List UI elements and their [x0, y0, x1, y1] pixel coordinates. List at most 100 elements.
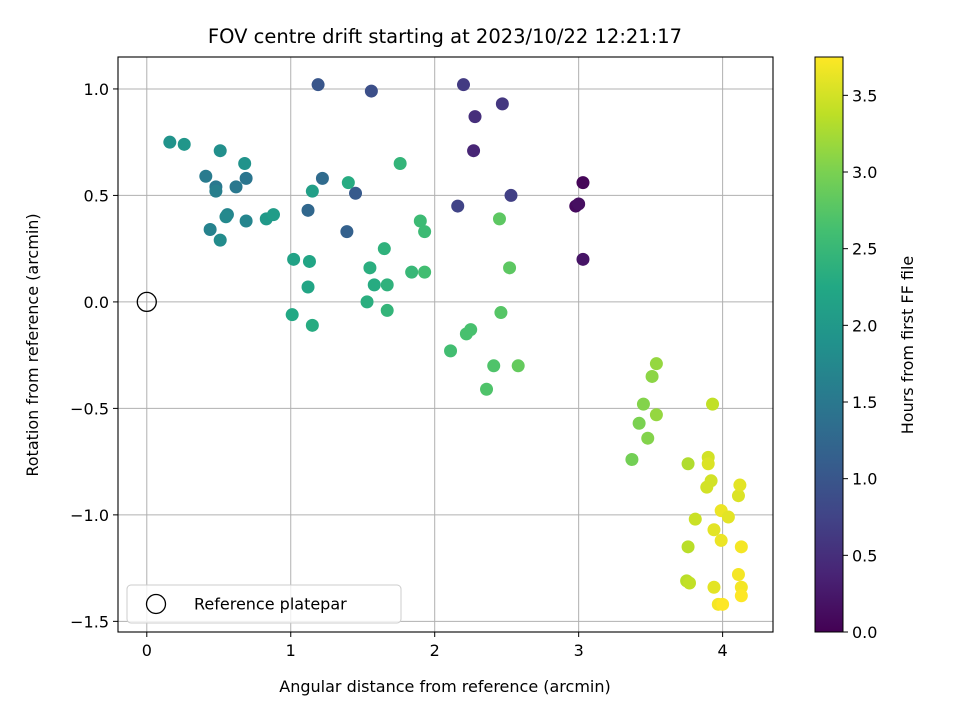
y-tick-label: 0.5 [84, 186, 109, 205]
colorbar-ticks: 0.0 0.5 1.0 1.5 2.0 2.5 3.0 3.5 [843, 86, 877, 642]
data-point [464, 323, 478, 337]
data-point [199, 169, 213, 183]
data-point [239, 171, 253, 185]
data-point [707, 580, 721, 594]
colorbar-tick-label: 0.5 [852, 546, 877, 565]
data-point [681, 457, 695, 471]
data-point [701, 457, 715, 471]
data-point [625, 453, 639, 466]
data-point [456, 78, 470, 92]
grid-lines [118, 57, 773, 632]
data-point [503, 261, 517, 275]
legend-label-reference: Reference platepar [194, 595, 347, 614]
x-tick-label: 4 [718, 641, 728, 660]
data-point [163, 135, 177, 149]
data-point [380, 278, 394, 292]
plot-frame [117, 56, 774, 633]
data-point [576, 176, 590, 190]
colorbar-tick-label: 3.5 [852, 86, 877, 105]
data-point [393, 156, 407, 170]
legend-marker-reference [145, 593, 167, 615]
data-point [315, 171, 329, 185]
data-point [238, 156, 252, 170]
colorbar-tick-label: 2.0 [852, 316, 877, 335]
data-point [714, 533, 728, 547]
chart-title: FOV centre drift starting at 2023/10/22 … [208, 25, 682, 48]
data-point [364, 84, 378, 98]
reference-marker [136, 291, 157, 313]
data-point [285, 308, 299, 322]
colorbar-label: Hours from first FF file [898, 256, 917, 435]
colorbar-tick-label: 1.5 [852, 393, 877, 412]
y-tick-label: 1.0 [84, 80, 109, 99]
colorbar-tick-label: 2.5 [852, 240, 877, 259]
data-point [418, 265, 432, 279]
data-point [302, 254, 316, 268]
data-point [229, 180, 243, 194]
x-axis-label: Angular distance from reference (arcmin) [279, 677, 610, 696]
data-point [363, 261, 377, 275]
data-point [380, 303, 394, 317]
data-point [444, 344, 458, 358]
data-point [492, 212, 506, 226]
data-point [405, 265, 419, 279]
data-point [731, 489, 745, 503]
colorbar-tick-label: 1.0 [852, 470, 877, 489]
data-point [209, 184, 223, 198]
data-point [636, 397, 650, 411]
data-point [301, 203, 315, 217]
data-point [266, 208, 280, 222]
data-point [731, 568, 745, 581]
y-axis-label: Rotation from reference (arcmin) [23, 213, 42, 476]
data-point [203, 223, 217, 236]
data-point [341, 176, 355, 190]
data-point [649, 357, 663, 371]
data-point [468, 110, 482, 124]
y-tick-label: −1.0 [70, 506, 109, 525]
data-point [213, 144, 227, 158]
x-tick-label: 1 [286, 641, 296, 660]
data-point [641, 431, 655, 445]
data-point [495, 97, 509, 111]
data-point [413, 214, 427, 228]
x-tick-label: 2 [430, 641, 440, 660]
data-point [645, 369, 659, 383]
y-tick-label: −0.5 [70, 399, 109, 418]
y-tick-label: −1.5 [70, 612, 109, 631]
data-point [688, 512, 702, 526]
colorbar-tick-label: 3.0 [852, 163, 877, 182]
x-tick-label: 3 [574, 641, 584, 660]
data-point [305, 184, 319, 198]
x-tick-label: 0 [142, 641, 152, 660]
data-point [418, 225, 432, 239]
data-point [301, 280, 315, 294]
data-point [632, 416, 646, 430]
data-point [177, 137, 191, 151]
data-point [572, 197, 586, 211]
data-point [716, 597, 730, 611]
data-point [239, 214, 253, 228]
data-point [734, 589, 748, 603]
data-point [487, 359, 501, 373]
data-point [504, 188, 518, 202]
data-point [311, 78, 325, 92]
scatter-points [163, 78, 748, 611]
data-point [340, 225, 354, 239]
data-point [704, 474, 718, 488]
data-point [721, 510, 735, 524]
data-point [467, 144, 481, 158]
data-point [733, 478, 747, 492]
data-point [360, 295, 374, 309]
data-point [219, 210, 233, 224]
data-point [649, 408, 663, 422]
data-point [377, 242, 391, 256]
colorbar-tick-label: 0.0 [852, 623, 877, 642]
data-point [576, 252, 590, 266]
data-point [681, 540, 695, 554]
data-point [494, 306, 508, 320]
data-point [734, 540, 748, 554]
x-axis-ticks: 0 1 2 3 4 [142, 632, 728, 660]
data-point [706, 397, 720, 411]
legend-box [126, 584, 402, 624]
